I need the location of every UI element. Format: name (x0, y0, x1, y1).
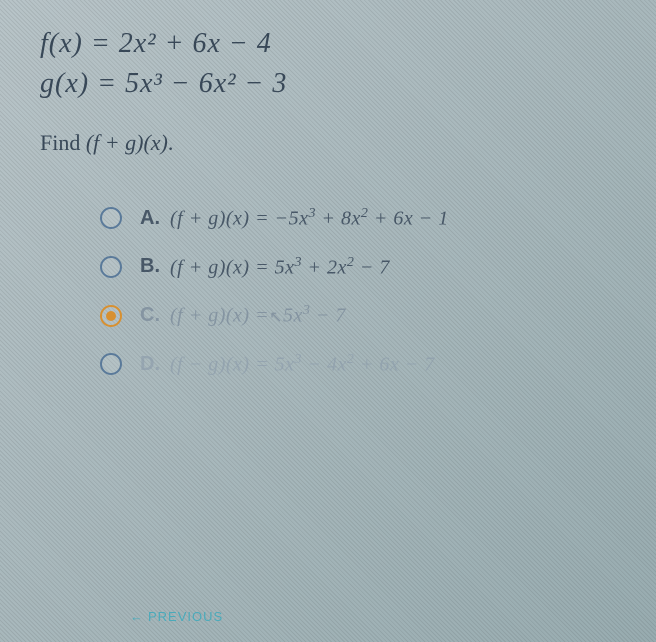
option-c-math: (f + g)(x) =↖5x3 − 7 (170, 303, 346, 328)
previous-link[interactable]: ← PREVIOUS (130, 609, 223, 624)
equation-f-text: f(x) = 2x² + 6x − 4 (40, 28, 272, 59)
radio-b[interactable] (100, 256, 122, 278)
given-equations: f(x) = 2x² + 6x − 4 g(x) = 5x³ − 6x² − 3 (40, 28, 616, 100)
equation-f: f(x) = 2x² + 6x − 4 (40, 28, 616, 60)
option-c-label: C. (140, 304, 160, 327)
equation-g-text: g(x) = 5x³ − 6x² − 3 (40, 68, 287, 99)
answer-options: A. (f + g)(x) = −5x3 + 8x2 + 6x − 1 B. (… (40, 206, 616, 377)
option-d-math: (f − g)(x) = 5x3 − 4x2 + 6x − 7 (170, 352, 435, 377)
option-d-label: D. (140, 353, 160, 376)
option-a-label: A. (140, 207, 160, 230)
question-prompt: Find (f + g)(x). (40, 130, 616, 156)
radio-d[interactable] (100, 353, 122, 375)
option-d[interactable]: D. (f − g)(x) = 5x3 − 4x2 + 6x − 7 (100, 352, 616, 377)
previous-text: PREVIOUS (148, 609, 223, 624)
radio-c[interactable] (100, 305, 122, 327)
option-b[interactable]: B. (f + g)(x) = 5x3 + 2x2 − 7 (100, 255, 616, 280)
arrow-left-icon: ← (130, 609, 144, 624)
prompt-prefix: Find (40, 130, 86, 155)
option-c[interactable]: C. (f + g)(x) =↖5x3 − 7 (100, 303, 616, 328)
equation-g: g(x) = 5x³ − 6x² − 3 (40, 68, 616, 100)
option-a-math: (f + g)(x) = −5x3 + 8x2 + 6x − 1 (170, 206, 449, 231)
option-b-label: B. (140, 255, 160, 278)
radio-a[interactable] (100, 207, 122, 229)
cursor-icon: ↖ (269, 307, 283, 327)
prompt-math: (f + g)(x) (86, 130, 168, 155)
option-b-math: (f + g)(x) = 5x3 + 2x2 − 7 (170, 255, 390, 280)
prompt-suffix: . (168, 130, 174, 155)
option-a[interactable]: A. (f + g)(x) = −5x3 + 8x2 + 6x − 1 (100, 206, 616, 231)
